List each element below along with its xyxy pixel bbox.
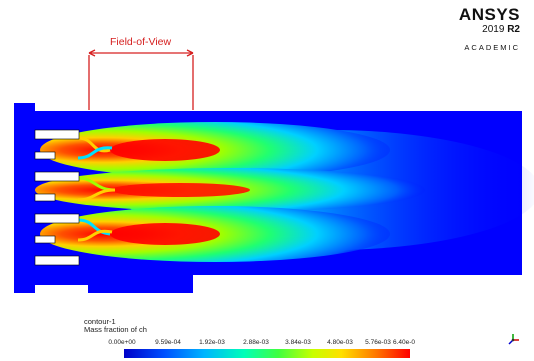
ansys-logo: ANSYS 2019 R2 ACADEMIC — [459, 6, 520, 52]
brand-name: ANSYS — [458, 5, 520, 24]
plume-core-middle — [110, 183, 250, 197]
colorbar-tick-label: 6.40e-0 — [392, 339, 416, 346]
colorbar-tick-label: 4.80e-03 — [327, 339, 353, 346]
colorbar-tick-label: 2.88e-03 — [243, 339, 269, 346]
axis-triad-icon[interactable] — [506, 333, 520, 347]
legend-title: contour-1 Mass fraction of ch — [84, 318, 147, 334]
brand-version: 2019 R2 — [482, 24, 520, 35]
field-of-view-label: Field-of-View — [110, 36, 172, 48]
plume-core-upper — [110, 139, 220, 161]
field-of-view-bracket — [88, 49, 194, 110]
colorbar-tick-label: 0.00e+00 — [108, 339, 136, 346]
plume-core-lower — [110, 223, 220, 245]
colorbar-tick-label: 5.76e-03 — [365, 339, 391, 346]
contour-variable: Mass fraction of ch — [84, 325, 147, 334]
colorbar-tick-label: 9.59e-04 — [155, 339, 181, 346]
colorbar — [124, 349, 410, 358]
inlet-slots — [34, 129, 80, 266]
brand-edition: ACADEMIC — [464, 43, 520, 52]
contour-name: contour-1 — [84, 317, 116, 326]
colorbar-tick-label: 1.92e-03 — [199, 339, 225, 346]
colorbar-tick-label: 3.84e-03 — [285, 339, 311, 346]
inlet-jet-curls — [77, 136, 116, 242]
